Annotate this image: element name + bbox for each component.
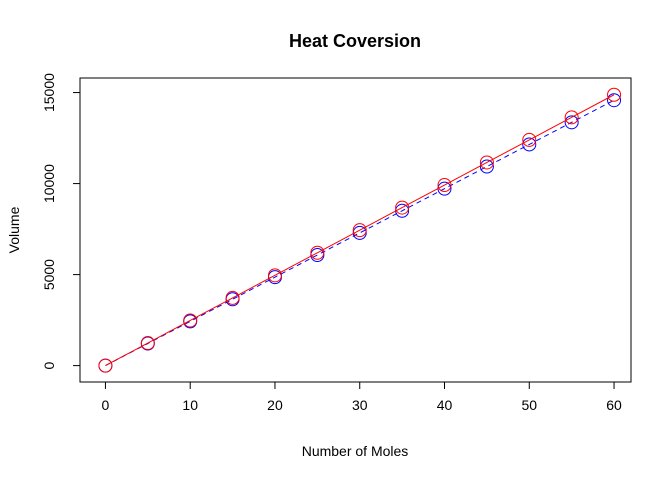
data-point bbox=[225, 290, 240, 305]
data-point bbox=[607, 93, 622, 108]
y-axis-label: Volume bbox=[6, 206, 22, 253]
data-point bbox=[437, 178, 452, 193]
data-point bbox=[395, 200, 410, 215]
data-point bbox=[479, 159, 494, 174]
data-point bbox=[352, 223, 367, 238]
y-tick-label: 5000 bbox=[41, 259, 57, 290]
chart-title: Heat Coversion bbox=[289, 31, 421, 51]
data-point bbox=[564, 115, 579, 130]
series-1 bbox=[98, 87, 622, 373]
x-tick-label: 30 bbox=[352, 397, 368, 413]
data-point bbox=[522, 137, 537, 152]
series-layer bbox=[98, 87, 622, 373]
data-point bbox=[607, 87, 622, 102]
data-point bbox=[98, 358, 113, 373]
y-axis: 0 5000 10000 15000 bbox=[41, 73, 81, 370]
data-point bbox=[140, 336, 155, 351]
series-line bbox=[105, 99, 615, 367]
data-point bbox=[310, 245, 325, 260]
data-point bbox=[267, 268, 282, 283]
series-line bbox=[105, 94, 615, 367]
x-tick-label: 10 bbox=[182, 397, 198, 413]
data-point bbox=[564, 110, 579, 125]
data-point bbox=[352, 225, 367, 240]
x-tick-label: 60 bbox=[606, 397, 622, 413]
y-tick-label: 0 bbox=[41, 362, 57, 370]
x-tick-label: 50 bbox=[521, 397, 537, 413]
x-axis: 0 10 20 30 40 50 60 bbox=[102, 381, 622, 413]
y-tick-label: 10000 bbox=[41, 164, 57, 203]
data-point bbox=[522, 132, 537, 147]
x-tick-label: 40 bbox=[437, 397, 453, 413]
x-tick-label: 0 bbox=[102, 397, 110, 413]
data-point bbox=[183, 313, 198, 328]
data-point bbox=[479, 155, 494, 170]
x-tick-label: 20 bbox=[267, 397, 283, 413]
x-axis-label: Number of Moles bbox=[302, 443, 409, 459]
y-tick-label: 15000 bbox=[41, 73, 57, 112]
